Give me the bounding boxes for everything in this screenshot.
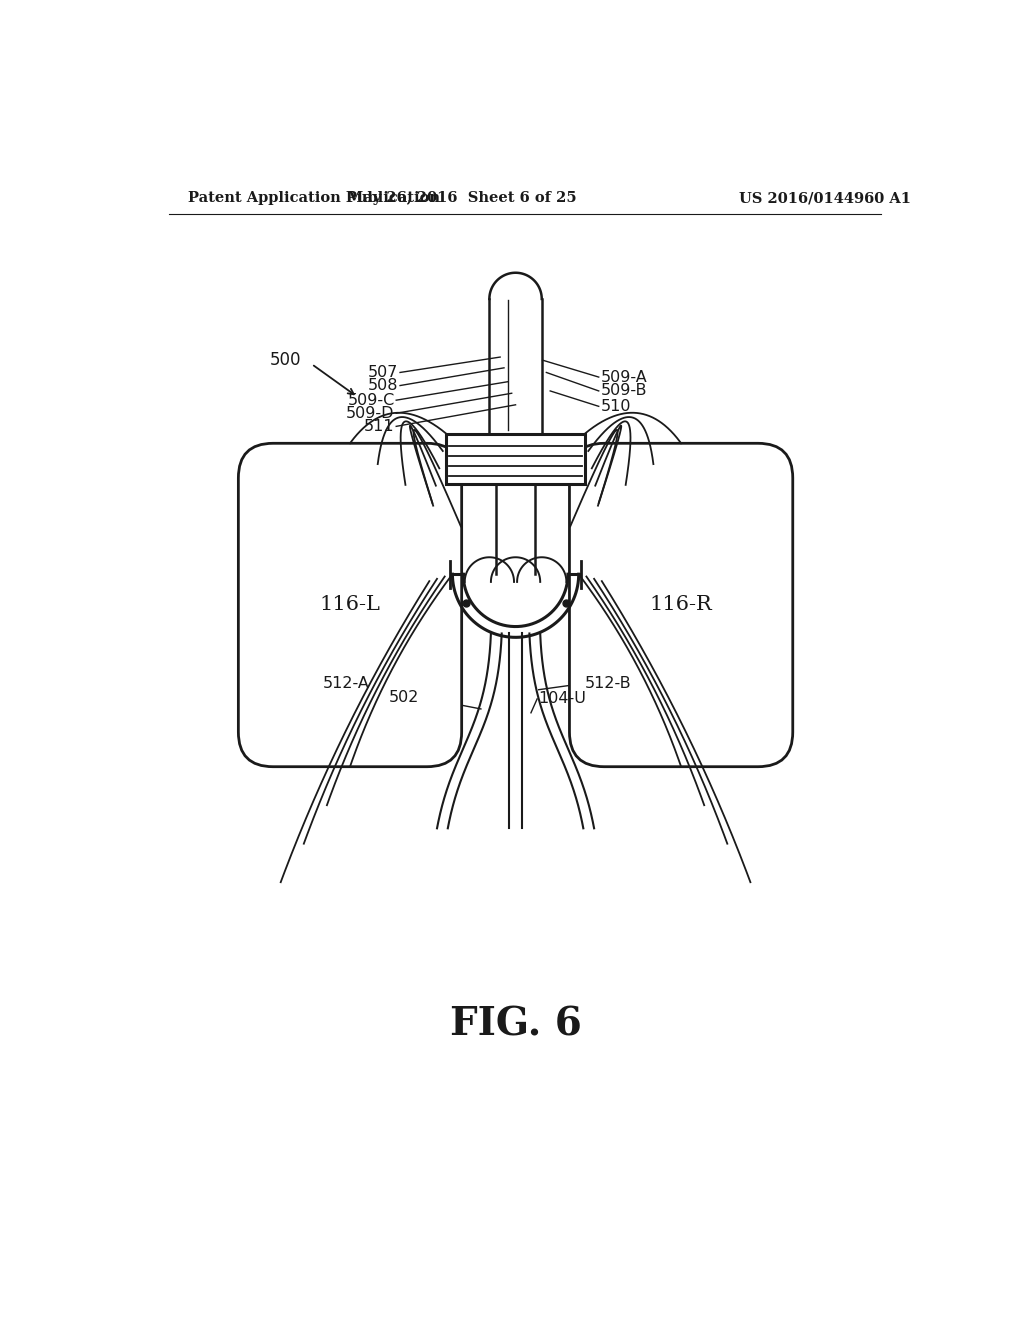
Text: 509-C: 509-C bbox=[347, 392, 394, 408]
Text: 116-L: 116-L bbox=[319, 595, 381, 615]
Text: 502: 502 bbox=[389, 690, 419, 705]
Text: 512-A: 512-A bbox=[323, 676, 370, 692]
Text: 508: 508 bbox=[368, 378, 398, 393]
Text: 116-R: 116-R bbox=[650, 595, 713, 615]
Text: Patent Application Publication: Patent Application Publication bbox=[188, 191, 440, 206]
Text: 500: 500 bbox=[270, 351, 301, 370]
Text: 509-D: 509-D bbox=[346, 405, 394, 421]
Text: May 26, 2016  Sheet 6 of 25: May 26, 2016 Sheet 6 of 25 bbox=[347, 191, 577, 206]
Text: 509-A: 509-A bbox=[600, 370, 647, 384]
Text: 510: 510 bbox=[600, 399, 631, 414]
Text: 104-U: 104-U bbox=[539, 692, 587, 706]
FancyBboxPatch shape bbox=[239, 444, 462, 767]
Text: 509-B: 509-B bbox=[600, 383, 647, 399]
Text: US 2016/0144960 A1: US 2016/0144960 A1 bbox=[739, 191, 911, 206]
Text: 512-B: 512-B bbox=[585, 676, 632, 692]
Text: 511: 511 bbox=[365, 418, 394, 434]
Bar bbox=[446, 434, 585, 483]
Text: 507: 507 bbox=[369, 364, 398, 380]
Text: FIG. 6: FIG. 6 bbox=[450, 1006, 582, 1044]
FancyBboxPatch shape bbox=[569, 444, 793, 767]
